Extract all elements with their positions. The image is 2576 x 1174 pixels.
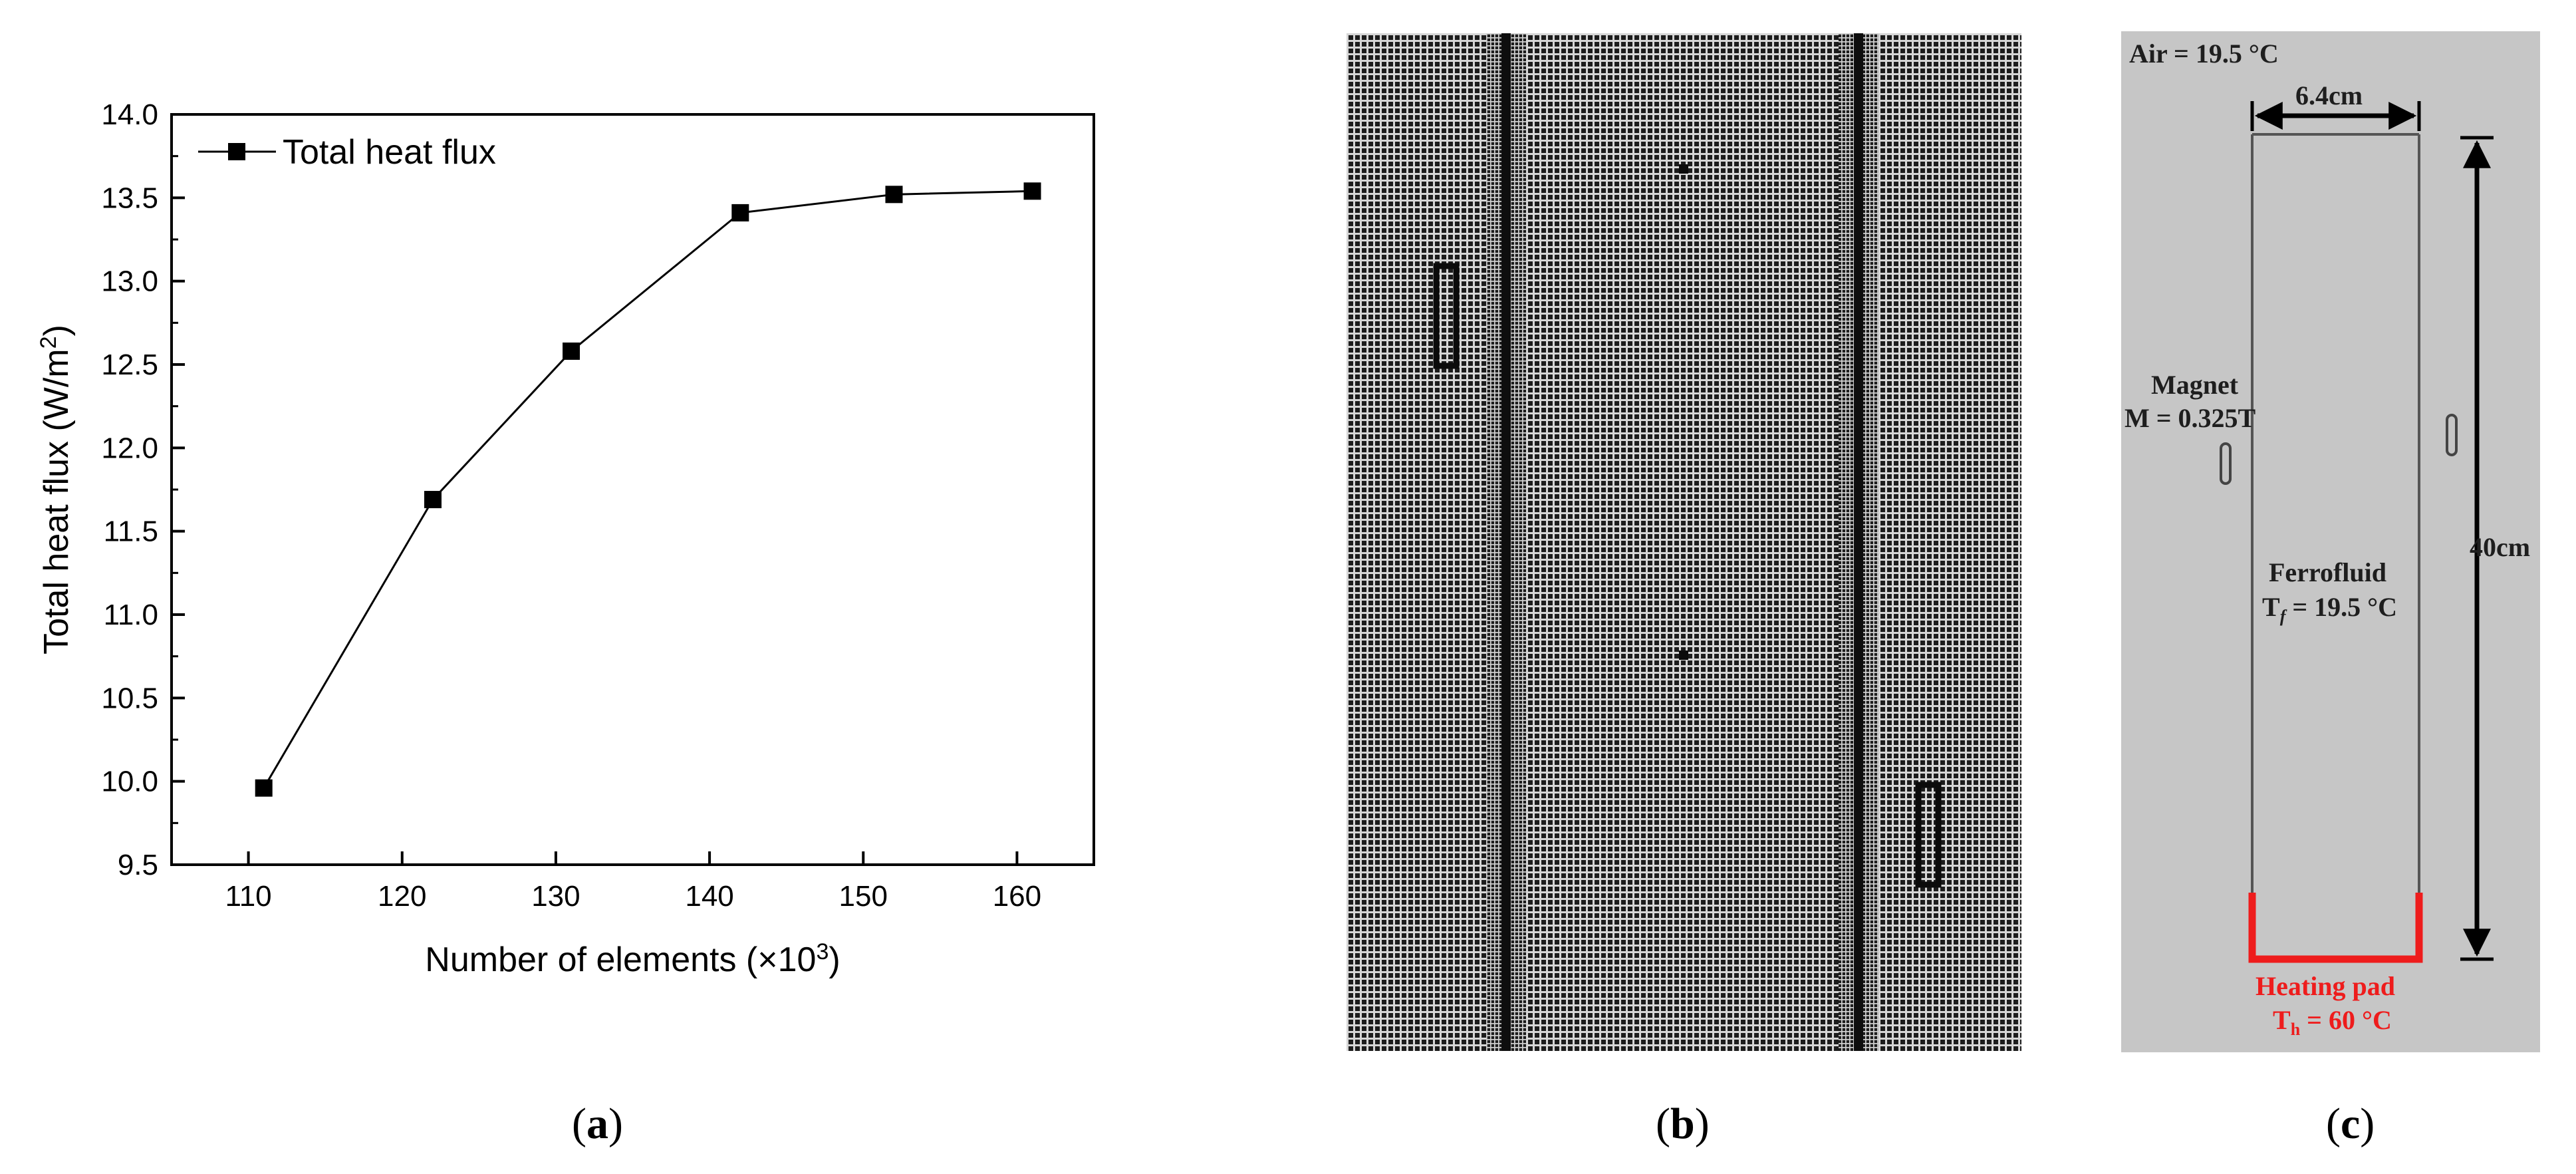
heat-flux-chart: 110 120 130 140 150 160 9.5 10.0 10.5 11.0 11.5 12.… [36,98,1095,979]
mesh-point-bottom [1679,651,1688,660]
x-tick-label: 160 [993,880,1041,913]
series-line [263,190,1033,789]
width-dimension-label: 6.4cm [2295,80,2363,110]
mesh-wall-right [1854,33,1863,1051]
mesh-grid [1347,33,2021,1051]
height-dimension-label: 40cm [2470,532,2531,562]
magnet-label: Magnet [2151,370,2239,400]
ferrofluid-temperature: Tf = 19.5 °C [2262,592,2398,626]
schematic-panel: Air = 19.5 °C 6.4cm 40cm Magnet M = 0.32… [2121,31,2540,1052]
x-tick-label: 150 [839,880,888,913]
panel-label-c: (c) [2326,1100,2375,1148]
mesh-image [1347,33,2021,1051]
magnet-left [2220,442,2232,485]
legend-marker [228,143,245,160]
data-point [731,204,749,221]
y-tick-label: 14.0 [101,98,158,131]
legend-label: Total heat flux [283,133,496,172]
ferrofluid-label: Ferrofluid [2269,557,2387,587]
y-tick-label: 11.0 [104,599,158,631]
panel-label-b: (b) [1656,1100,1710,1148]
x-tick-label: 140 [685,880,733,913]
y-axis-label: Total heat flux (W/m2) [36,325,76,655]
magnet-right [2446,414,2458,456]
y-tick-label: 12.5 [101,349,158,381]
schematic-drawing [2220,101,2494,963]
data-point [255,779,273,797]
x-axis-label: Number of elements (×103) [425,939,840,979]
mesh-wall-left [1501,33,1511,1051]
data-point [563,342,580,360]
y-tick-label: 10.5 [101,682,158,714]
x-tick-label: 130 [531,880,580,913]
heating-pad-label: Heating pad [2255,971,2396,1001]
data-point [1023,182,1041,200]
x-tick-label: 110 [225,880,272,913]
y-tick-label: 9.5 [118,849,158,881]
air-temperature-label: Air = 19.5 °C [2129,39,2279,69]
mesh-point-top [1679,164,1688,174]
y-tick-label: 10.0 [101,766,158,798]
x-tick-label: 120 [378,880,426,913]
heating-pad-temperature: Th = 60 °C [2273,1005,2392,1039]
mesh-magnet-left [1433,263,1460,369]
panel-label-a: (a) [572,1100,623,1148]
plot-frame [170,113,1095,866]
data-point [424,491,442,509]
y-tick-label: 13.5 [101,182,158,214]
data-point [885,186,903,204]
heating-pad [2248,893,2423,963]
mesh-magnet-right [1915,782,1942,888]
magnet-value: M = 0.325T [2125,403,2256,433]
y-tick-label: 11.5 [104,515,158,548]
y-tick-label: 13.0 [101,265,158,298]
y-tick-label: 12.0 [101,432,158,464]
